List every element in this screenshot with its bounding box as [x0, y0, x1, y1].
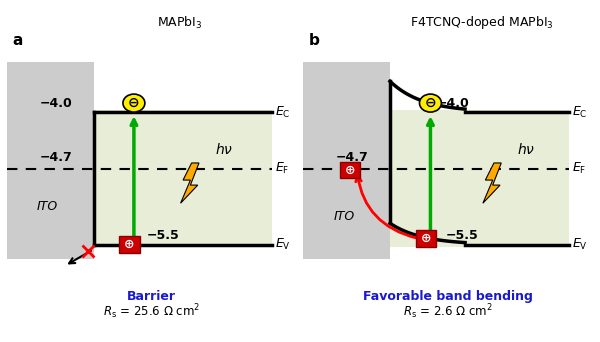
Text: b: b — [309, 34, 320, 49]
Text: $E_{\rm V}$: $E_{\rm V}$ — [572, 237, 587, 252]
Bar — [416, 230, 436, 247]
Text: Favorable band bending: Favorable band bending — [363, 290, 533, 303]
Text: ⊕: ⊕ — [124, 238, 135, 251]
Text: −4.7: −4.7 — [336, 151, 369, 164]
Bar — [340, 162, 360, 179]
Text: ITO: ITO — [37, 200, 58, 213]
Text: −4.7: −4.7 — [40, 151, 73, 164]
Text: $E_{\rm C}$: $E_{\rm C}$ — [275, 105, 291, 120]
Text: ⊕: ⊕ — [344, 163, 355, 176]
Text: ⊖: ⊖ — [425, 96, 436, 110]
Text: ⊕: ⊕ — [421, 232, 431, 245]
Bar — [304, 62, 390, 259]
Text: $E_{\rm C}$: $E_{\rm C}$ — [572, 105, 587, 120]
Circle shape — [123, 94, 145, 112]
Text: −5.5: −5.5 — [446, 229, 479, 242]
Text: MAPbI$_3$: MAPbI$_3$ — [157, 15, 203, 31]
Text: ITO: ITO — [333, 210, 355, 223]
Text: F4TCNQ-doped MAPbI$_3$: F4TCNQ-doped MAPbI$_3$ — [410, 14, 554, 31]
Text: ⊖: ⊖ — [128, 96, 140, 110]
Bar — [119, 236, 140, 253]
Polygon shape — [483, 163, 501, 203]
Text: $R_{\mathrm{s}}$ = 2.6 Ω cm$^2$: $R_{\mathrm{s}}$ = 2.6 Ω cm$^2$ — [403, 303, 493, 321]
Text: $h\nu$: $h\nu$ — [517, 142, 535, 157]
Text: $E_{\rm F}$: $E_{\rm F}$ — [275, 161, 290, 176]
Text: −5.5: −5.5 — [146, 229, 179, 242]
Text: $E_{\rm V}$: $E_{\rm V}$ — [275, 237, 291, 252]
Text: $R_{\mathrm{s}}$ = 25.6 Ω cm$^2$: $R_{\mathrm{s}}$ = 25.6 Ω cm$^2$ — [103, 303, 200, 321]
Text: Barrier: Barrier — [127, 290, 176, 303]
Bar — [7, 62, 94, 259]
Bar — [94, 110, 272, 247]
Text: −4.0: −4.0 — [437, 97, 470, 110]
Polygon shape — [181, 163, 199, 203]
Bar — [390, 110, 569, 247]
Circle shape — [419, 94, 442, 112]
Text: $h\nu$: $h\nu$ — [215, 142, 233, 157]
Text: $E_{\rm F}$: $E_{\rm F}$ — [572, 161, 586, 176]
Text: −4.0: −4.0 — [40, 97, 73, 110]
Text: a: a — [13, 34, 23, 49]
